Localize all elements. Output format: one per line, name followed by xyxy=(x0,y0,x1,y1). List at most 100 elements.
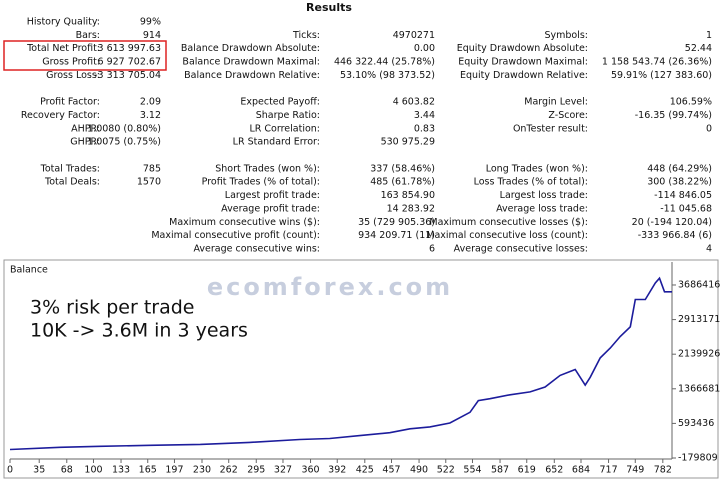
stat-label: Average consecutive losses: xyxy=(454,243,588,254)
x-tick-label: 522 xyxy=(437,465,455,476)
x-tick-label: 262 xyxy=(220,465,238,476)
stat-value: 14 283.92 xyxy=(387,203,435,214)
stat-label: Margin Level: xyxy=(524,97,588,108)
highlight-box xyxy=(3,40,167,71)
y-tick-label: -179809 xyxy=(678,453,718,464)
stat-label: Z-Score: xyxy=(548,110,588,121)
stat-value: 4 603.82 xyxy=(393,97,435,108)
x-tick-label: 652 xyxy=(545,465,563,476)
stat-label: Short Trades (won %): xyxy=(215,163,320,174)
stat-label: Total Deals: xyxy=(44,177,100,188)
report-title: Results xyxy=(306,1,352,14)
stat-label: Total Net Profit: xyxy=(26,43,100,54)
stat-label: Balance Drawdown Relative: xyxy=(184,70,320,81)
x-tick-label: 392 xyxy=(328,465,346,476)
stat-value: 1.0075 (0.75%) xyxy=(87,137,161,148)
stat-label: Largest profit trade: xyxy=(225,190,320,201)
x-tick-label: 587 xyxy=(491,465,509,476)
stat-value: 6 xyxy=(429,243,435,254)
x-tick-label: 717 xyxy=(599,465,617,476)
stat-label: Balance Drawdown Maximal: xyxy=(182,57,320,68)
x-tick-label: 68 xyxy=(61,465,73,476)
stat-label: Expected Payoff: xyxy=(240,97,320,108)
stat-label: Maximum consecutive losses ($): xyxy=(429,217,588,228)
x-tick-label: 35 xyxy=(33,465,45,476)
stat-value: 446 322.44 (25.78%) xyxy=(334,57,435,68)
annotation: 10K -> 3.6M in 3 years xyxy=(30,320,248,342)
stat-label: Equity Drawdown Absolute: xyxy=(457,43,588,54)
stat-value: 59.91% (127 383.60) xyxy=(611,70,712,81)
stat-value: 1.0080 (0.80%) xyxy=(87,123,161,134)
stat-value: 300 (38.22%) xyxy=(647,177,712,188)
y-tick-label: 2913171 xyxy=(678,314,720,325)
stat-value: 163 854.90 xyxy=(381,190,435,201)
stat-label: Average loss trade: xyxy=(496,203,588,214)
stat-label: Long Trades (won %): xyxy=(486,163,588,174)
stat-value: 1570 xyxy=(137,177,161,188)
stat-value: 934 209.71 (11) xyxy=(358,230,435,241)
chart-title: Balance xyxy=(10,265,48,276)
stat-label: Sharpe Ratio: xyxy=(256,110,320,121)
stat-label: Average consecutive wins: xyxy=(193,243,320,254)
stat-value: -11 045.68 xyxy=(660,203,712,214)
stat-label: LR Correlation: xyxy=(250,123,321,134)
x-tick-label: 360 xyxy=(301,465,319,476)
stat-value: 6 927 702.67 xyxy=(98,57,161,68)
y-tick-label: 593436 xyxy=(678,418,714,429)
x-tick-label: 295 xyxy=(247,465,265,476)
stat-label: OnTester result: xyxy=(513,123,588,134)
x-tick-label: 457 xyxy=(382,465,400,476)
annotation: 3% risk per trade xyxy=(30,297,194,319)
stat-label: GHPR: xyxy=(70,137,100,148)
stat-label: Profit Factor: xyxy=(40,97,100,108)
stat-label: History Quality: xyxy=(27,17,100,28)
stat-label: Bars: xyxy=(76,30,100,41)
stat-value: 0 xyxy=(706,123,712,134)
stat-label: Equity Drawdown Maximal: xyxy=(458,57,588,68)
x-tick-label: 490 xyxy=(410,465,428,476)
stat-label: Symbols: xyxy=(544,30,588,41)
stat-label: Gross Loss: xyxy=(46,70,100,81)
stat-label: LR Standard Error: xyxy=(233,137,320,148)
stat-value: 0.00 xyxy=(414,43,435,54)
stat-value: 3 613 997.63 xyxy=(98,43,161,54)
x-tick-label: 619 xyxy=(518,465,536,476)
stat-value: 52.44 xyxy=(685,43,712,54)
stat-value: -3 313 705.04 xyxy=(94,70,161,81)
stat-label: Maximal consecutive loss (count): xyxy=(426,230,588,241)
stat-label: Recovery Factor: xyxy=(21,110,100,121)
x-tick-label: 554 xyxy=(463,465,481,476)
stat-value: 4970271 xyxy=(393,30,435,41)
x-tick-label: 327 xyxy=(274,465,292,476)
stat-label: Largest loss trade: xyxy=(500,190,588,201)
x-tick-label: 0 xyxy=(7,465,13,476)
x-tick-label: 165 xyxy=(139,465,157,476)
stat-label: Average profit trade: xyxy=(221,203,320,214)
stat-value: 106.59% xyxy=(670,97,712,108)
stat-value: 99% xyxy=(140,17,161,28)
stat-value: 785 xyxy=(143,163,161,174)
stat-label: Maximal consecutive profit (count): xyxy=(151,230,320,241)
x-tick-label: 782 xyxy=(654,465,672,476)
x-tick-label: 425 xyxy=(356,465,374,476)
y-tick-label: 3686416 xyxy=(678,279,720,290)
stat-value: 20 (-194 120.04) xyxy=(632,217,712,228)
watermark: ecomforex.com xyxy=(207,273,453,301)
stat-value: 35 (729 905.36) xyxy=(358,217,435,228)
stat-value: 448 (64.29%) xyxy=(647,163,712,174)
stat-value: 53.10% (98 373.52) xyxy=(340,70,435,81)
stat-value: 3.44 xyxy=(414,110,435,121)
balance-line xyxy=(9,276,672,451)
x-tick-label: 197 xyxy=(165,465,183,476)
stat-label: Gross Profit: xyxy=(42,57,100,68)
stat-label: Total Trades: xyxy=(40,163,100,174)
stat-value: 4 xyxy=(706,243,712,254)
stat-label: AHPR: xyxy=(71,123,100,134)
y-tick-label: 2139926 xyxy=(678,349,720,360)
stat-value: -114 846.05 xyxy=(654,190,712,201)
x-tick-label: 100 xyxy=(84,465,102,476)
x-tick-label: 749 xyxy=(626,465,644,476)
stat-label: Equity Drawdown Relative: xyxy=(460,70,588,81)
